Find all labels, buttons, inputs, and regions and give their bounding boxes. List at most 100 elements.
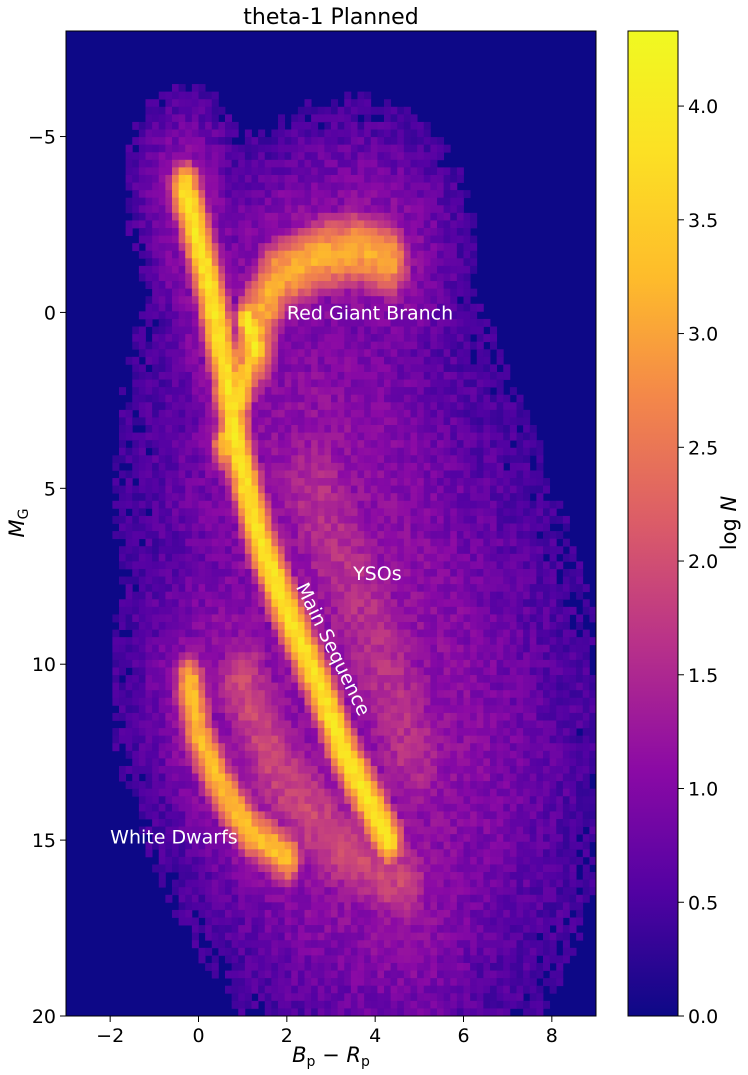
heatmap-cell <box>145 515 153 524</box>
heatmap-cell <box>291 425 299 433</box>
heatmap-cell <box>430 728 438 737</box>
heatmap-cell <box>218 182 226 191</box>
heatmap-cell <box>258 288 266 297</box>
heatmap-cell <box>443 515 451 524</box>
heatmap-cell <box>344 205 352 214</box>
heatmap-cell <box>337 720 345 729</box>
heatmap-cell <box>450 326 458 335</box>
heatmap-cell <box>463 568 471 577</box>
heatmap-cell <box>529 652 537 661</box>
heatmap-cell <box>549 629 557 638</box>
heatmap-cell <box>278 311 286 320</box>
heatmap-cell <box>337 356 345 365</box>
heatmap-cell <box>403 659 411 668</box>
heatmap-cell <box>172 591 180 600</box>
heatmap-cell <box>543 712 551 721</box>
heatmap-cell <box>291 243 299 252</box>
heatmap-cell <box>403 152 411 161</box>
heatmap-cell <box>456 644 464 653</box>
heatmap-cell <box>112 697 120 706</box>
heatmap-cell <box>496 728 504 737</box>
heatmap-cell <box>185 493 193 502</box>
heatmap-cell <box>423 697 431 706</box>
heatmap-cell <box>271 425 279 433</box>
heatmap-cell <box>443 546 451 555</box>
heatmap-cell <box>138 273 146 282</box>
heatmap-cell <box>152 250 160 259</box>
heatmap-cell <box>152 144 160 153</box>
heatmap-cell <box>410 303 418 312</box>
heatmap-cell <box>158 606 166 615</box>
heatmap-cell <box>496 493 504 502</box>
heatmap-cell <box>145 523 153 532</box>
heatmap-cell <box>483 629 491 638</box>
heatmap-cell <box>344 675 352 684</box>
heatmap-cell <box>496 568 504 577</box>
heatmap-cell <box>324 167 332 176</box>
heatmap-cell <box>284 197 292 206</box>
heatmap-cell <box>350 652 358 661</box>
heatmap-cell <box>165 622 173 630</box>
heatmap-cell <box>231 584 239 593</box>
heatmap-cell <box>443 568 451 577</box>
heatmap-cell <box>138 137 146 146</box>
heatmap-cell <box>132 553 140 562</box>
heatmap-cell <box>271 341 279 350</box>
heatmap-cell <box>370 394 378 403</box>
heatmap-cell <box>423 152 431 161</box>
heatmap-cell <box>324 667 332 676</box>
heatmap-cell <box>357 250 365 259</box>
heatmap-cell <box>264 440 272 449</box>
heatmap-cell <box>476 637 484 646</box>
heatmap-cell <box>397 152 405 161</box>
heatmap-cell <box>456 311 464 320</box>
heatmap-cell <box>543 720 551 729</box>
heatmap-cell <box>450 364 458 373</box>
heatmap-cell <box>331 478 339 487</box>
heatmap-cell <box>516 614 524 623</box>
heatmap-cell <box>284 288 292 297</box>
heatmap-cell <box>344 606 352 615</box>
heatmap-cell <box>244 341 252 350</box>
heatmap-cell <box>244 606 252 615</box>
heatmap-cell <box>258 159 266 168</box>
heatmap-cell <box>456 531 464 540</box>
heatmap-cell <box>264 379 272 388</box>
heatmap-cell <box>185 447 193 456</box>
heatmap-cell <box>357 508 365 517</box>
heatmap-cell <box>172 462 180 471</box>
heatmap-cell <box>284 296 292 305</box>
heatmap-cell <box>364 129 372 138</box>
heatmap-cell <box>198 174 206 183</box>
heatmap-cell <box>490 523 498 532</box>
heatmap-cell <box>390 212 398 221</box>
heatmap-cell <box>152 462 160 471</box>
heatmap-cell <box>172 637 180 646</box>
heatmap-cell <box>244 561 252 570</box>
heatmap-cell <box>357 129 365 138</box>
heatmap-cell <box>331 447 339 456</box>
heatmap-cell <box>291 538 299 547</box>
heatmap-cell <box>463 190 471 199</box>
heatmap-cell <box>138 455 146 464</box>
heatmap-cell <box>423 508 431 517</box>
heatmap-cell <box>185 265 193 274</box>
heatmap-cell <box>370 159 378 168</box>
heatmap-cell <box>562 515 570 524</box>
heatmap-cell <box>271 622 279 630</box>
heatmap-cell <box>311 690 319 699</box>
heatmap-cell <box>509 629 517 638</box>
heatmap-cell <box>258 144 266 153</box>
heatmap-cell <box>516 690 524 699</box>
heatmap-cell <box>231 728 239 737</box>
heatmap-cell <box>430 553 438 562</box>
heatmap-cell <box>158 356 166 365</box>
heatmap-cell <box>218 205 226 214</box>
heatmap-cell <box>317 114 325 123</box>
heatmap-cell <box>125 167 133 176</box>
heatmap-cell <box>357 243 365 252</box>
heatmap-cell <box>125 675 133 684</box>
heatmap-cell <box>271 190 279 199</box>
heatmap-cell <box>456 606 464 615</box>
heatmap-cell <box>205 705 213 714</box>
